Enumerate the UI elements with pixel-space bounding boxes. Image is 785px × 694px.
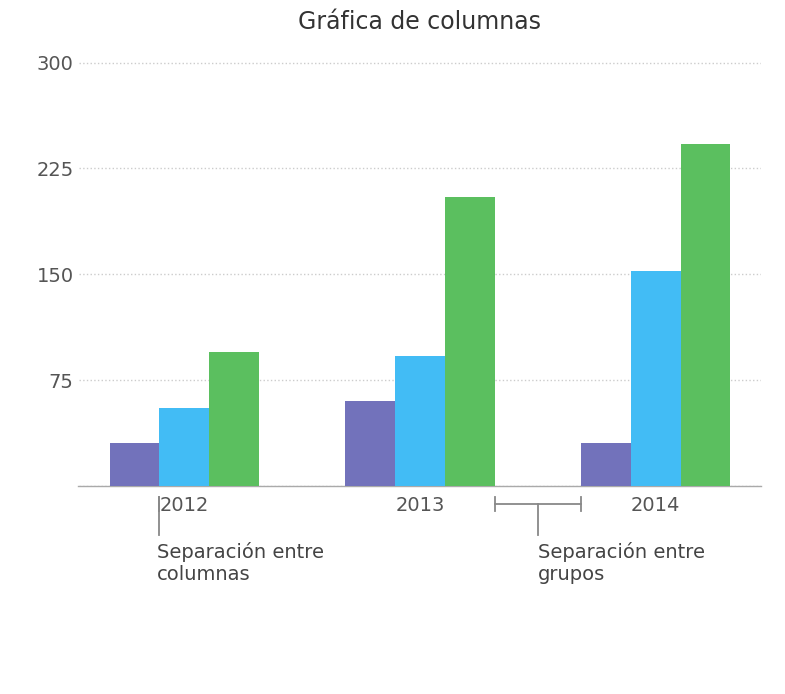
Bar (681, 144, 730, 486)
Bar (581, 443, 630, 486)
Bar (345, 401, 395, 486)
Bar (110, 443, 159, 486)
Text: Separación entre
grupos: Separación entre grupos (538, 542, 705, 584)
Bar (395, 356, 445, 486)
Text: Separación entre
columnas: Separación entre columnas (157, 542, 324, 584)
Bar (210, 352, 259, 486)
Bar (445, 196, 495, 486)
Bar (630, 271, 681, 486)
Title: Gráfica de columnas: Gráfica de columnas (298, 10, 542, 34)
Bar (159, 408, 210, 486)
